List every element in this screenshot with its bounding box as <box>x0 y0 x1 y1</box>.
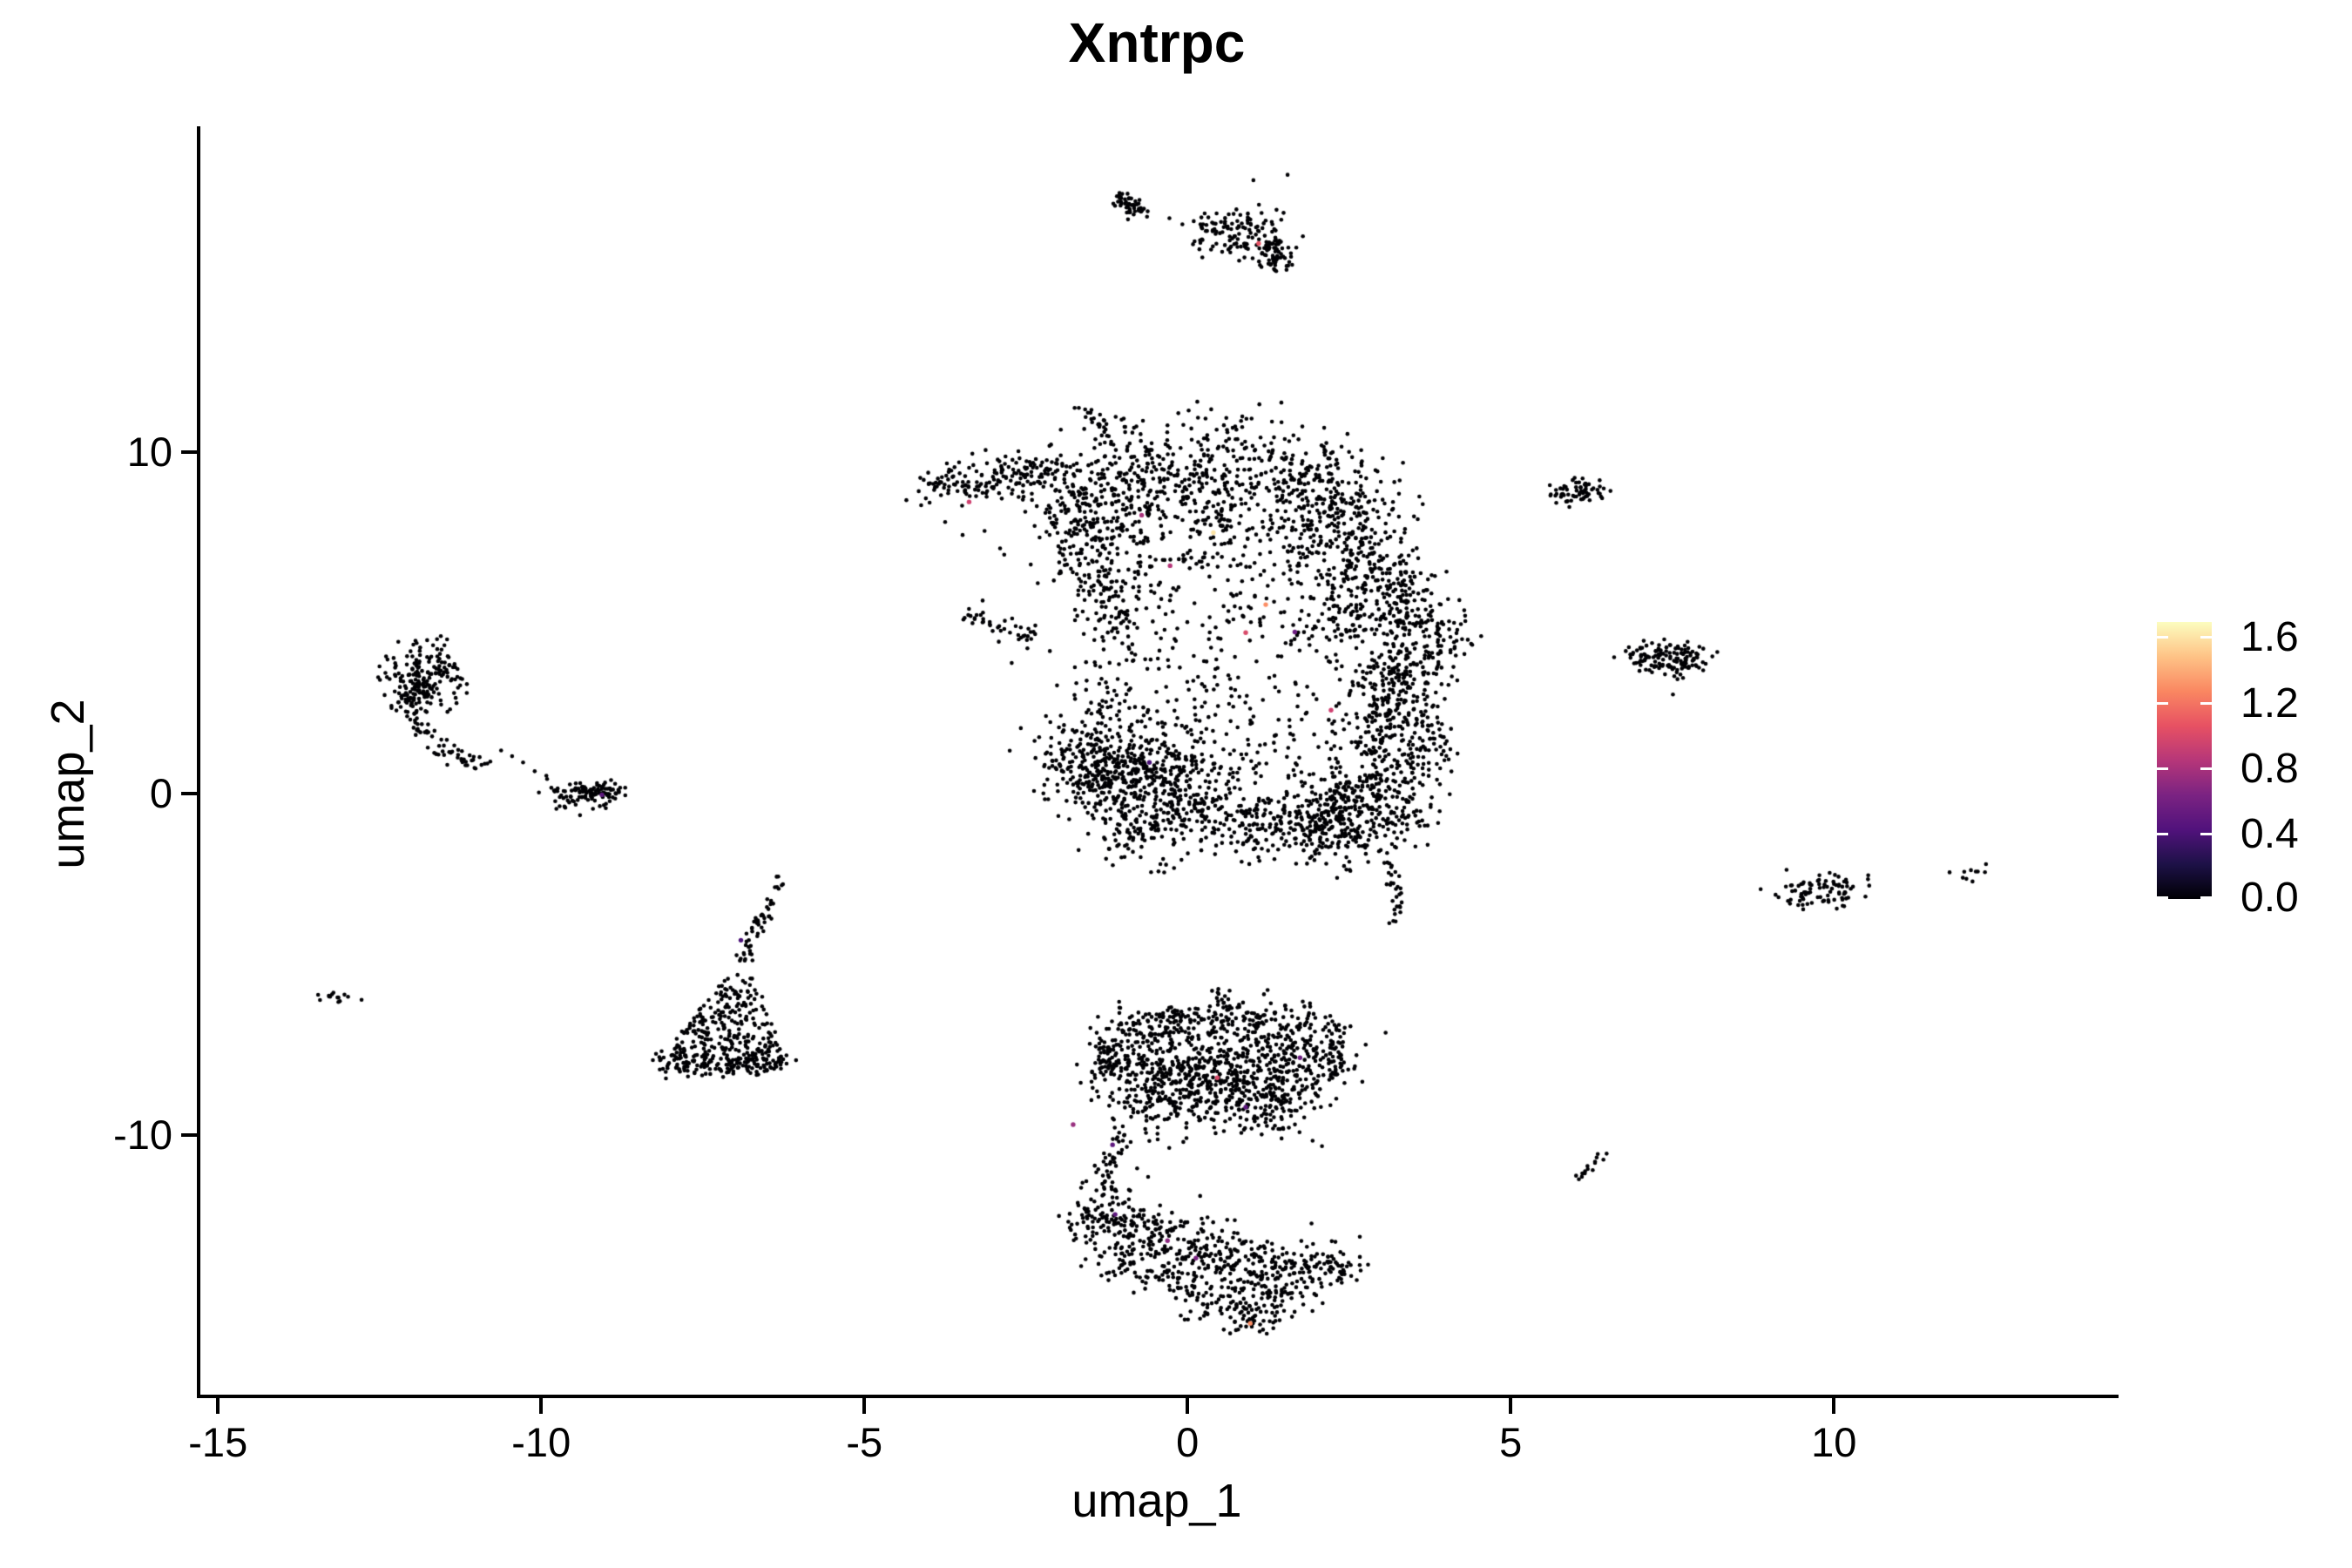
colorbar-tick-mark <box>2200 701 2212 705</box>
x-tick-mark <box>1832 1398 1836 1414</box>
colorbar-tick-label: 1.6 <box>2240 614 2299 661</box>
colorbar-tick-label: 0.4 <box>2240 810 2299 857</box>
x-tick-label: -10 <box>511 1419 571 1465</box>
x-tick-label: 10 <box>1811 1419 1857 1465</box>
y-tick-mark <box>181 792 197 796</box>
x-tick-mark <box>539 1398 544 1414</box>
x-axis-line <box>197 1395 2119 1398</box>
x-tick-label: -15 <box>188 1419 248 1465</box>
x-tick-mark <box>216 1398 220 1414</box>
colorbar-tick-mark <box>2157 832 2168 835</box>
colorbar-tick-label: 1.2 <box>2240 679 2299 727</box>
colorbar-tick-mark <box>2200 636 2212 639</box>
y-tick-mark <box>181 1133 197 1138</box>
y-axis-title: umap_2 <box>42 699 94 869</box>
plot-title: Xntrpc <box>1068 11 1246 74</box>
colorbar-tick-mark <box>2157 701 2168 705</box>
colorbar-tick-label: 0.0 <box>2240 875 2299 921</box>
x-tick-mark <box>1186 1398 1190 1414</box>
x-axis-title: umap_1 <box>1071 1475 1242 1527</box>
colorbar-tick-mark <box>2157 896 2168 899</box>
y-tick-label: 0 <box>149 770 172 817</box>
y-tick-label: 10 <box>126 429 172 476</box>
colorbar-tick-mark <box>2200 767 2212 770</box>
x-tick-label: 0 <box>1176 1419 1200 1465</box>
y-tick-mark <box>181 450 197 455</box>
y-tick-label: -10 <box>113 1112 172 1159</box>
colorbar-tick-mark <box>2157 636 2168 639</box>
x-tick-mark <box>862 1398 867 1414</box>
colorbar-tick-label: 0.8 <box>2240 745 2299 792</box>
colorbar-tick-mark <box>2157 767 2168 770</box>
y-axis-line <box>197 126 200 1398</box>
x-tick-label: 5 <box>1499 1419 1523 1465</box>
x-tick-mark <box>1509 1398 1513 1414</box>
x-tick-label: -5 <box>846 1419 883 1465</box>
colorbar-gradient <box>2157 622 2212 899</box>
colorbar-tick-mark <box>2200 896 2212 899</box>
colorbar-tick-mark <box>2200 832 2212 835</box>
